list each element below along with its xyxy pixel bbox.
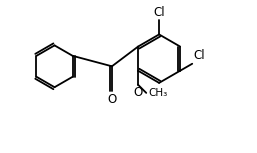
Text: Cl: Cl [194, 49, 205, 62]
Text: O: O [107, 93, 117, 106]
Text: Cl: Cl [153, 6, 165, 19]
Text: O: O [133, 86, 143, 99]
Text: CH₃: CH₃ [149, 88, 168, 98]
